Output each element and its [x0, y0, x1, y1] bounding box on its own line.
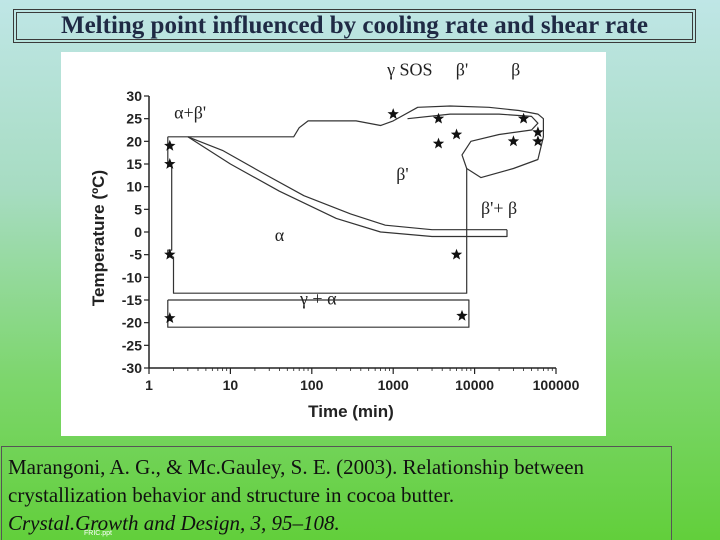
slide-title-box: Melting point influenced by cooling rate… [13, 9, 696, 43]
data-point-star [432, 137, 445, 149]
data-point-star [164, 158, 176, 169]
data-point-star [517, 112, 530, 124]
phase-boundary-line [167, 136, 174, 258]
data-point-star [450, 248, 463, 260]
y-tick-label: -15 [122, 292, 142, 308]
y-tick-label: 25 [126, 111, 142, 127]
y-tick-label: 5 [134, 201, 142, 217]
phase-boundary-line [172, 168, 468, 294]
data-point-star [164, 139, 176, 151]
y-tick-label: 30 [126, 88, 142, 104]
phase-diagram-chart: 30 25 20 15 10 5 0 -5 -10 -15 -20 -25 -301 10 100 1000 1… [89, 60, 580, 421]
data-point-star [164, 312, 176, 323]
y-tick-label: 0 [134, 224, 142, 240]
phase-diagram-figure: 30 25 20 15 10 5 0 -5 -10 -15 -20 -25 -30 1 10 100 1000 1… [61, 52, 606, 436]
y-axis-title: Temperature (ºC) [89, 170, 108, 306]
citation-line-1: Marangoni, A. G., & Mc.Gauley, S. E. (20… [8, 455, 585, 479]
x-axis-title: Time (min) [308, 402, 394, 421]
x-tick-label: 10 [223, 377, 239, 393]
region-labels: α+β' γ SOS β' β β' α β'+ β γ + α [174, 60, 520, 309]
phase-boundary-line [187, 136, 507, 231]
x-tick-label: 100000 [533, 377, 580, 393]
citation-box: Marangoni, A. G., & Mc.Gauley, S. E. (20… [1, 446, 672, 540]
footer-file-tag: FRIC.ppt [84, 530, 113, 537]
x-tick-label: 100 [300, 377, 324, 393]
y-tick-label: -10 [122, 269, 142, 285]
data-point-star [164, 248, 176, 260]
data-point-star [532, 126, 544, 138]
citation-journal: Crystal.Growth and Design, 3, 95–108. [8, 511, 340, 535]
y-tick-label: -5 [130, 247, 143, 263]
region-label: α+β' [174, 103, 206, 123]
data-point-star [456, 309, 468, 321]
data-point-star [387, 108, 399, 119]
x-tick-label: 10000 [455, 377, 494, 393]
y-tick-label: -20 [122, 315, 142, 331]
phase-boundary-line [187, 136, 508, 238]
y-tick-label: -25 [122, 337, 142, 353]
region-label: γ + α [299, 289, 337, 309]
slide-title: Melting point influenced by cooling rate… [60, 12, 649, 39]
citation-line-2: crystallization behavior and structure i… [8, 483, 455, 507]
x-tick-label: 1 [145, 377, 153, 393]
x-tick-label: 1000 [378, 377, 409, 393]
axes-layer: 30 25 20 15 10 5 0 -5 -10 -15 -20 -25 -301 10 100 1000 1… [122, 88, 580, 393]
data-point-star [450, 128, 463, 140]
region-label: β' [456, 60, 468, 80]
phase-boundary-line [167, 105, 544, 179]
region-label: β [511, 60, 520, 80]
region-label: α [275, 225, 285, 245]
y-tick-label: 15 [126, 156, 142, 172]
region-label: γ SOS [386, 60, 432, 80]
region-label: β'+ β [481, 198, 517, 218]
data-point-star [432, 112, 445, 124]
data-point-star [507, 135, 520, 147]
y-tick-label: -30 [122, 360, 142, 376]
data-points [164, 108, 544, 323]
data-point-star [532, 135, 544, 147]
title-box-inner-border [16, 12, 693, 40]
y-tick-label: 20 [126, 133, 142, 149]
region-label: β' [396, 164, 408, 184]
y-tick-label: 10 [126, 179, 142, 195]
